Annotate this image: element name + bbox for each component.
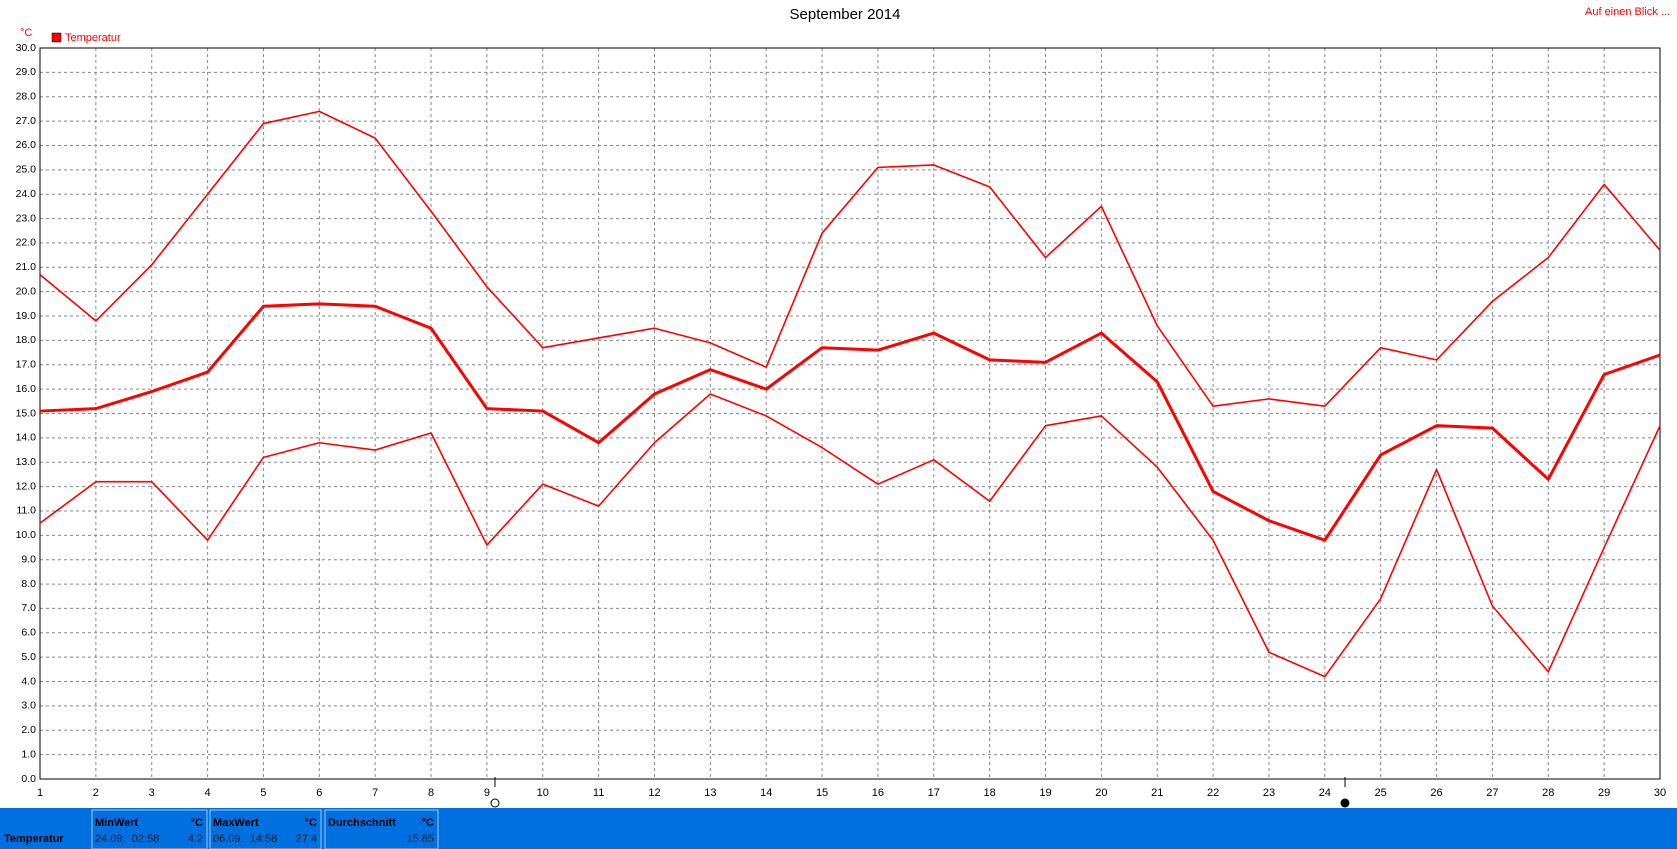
x-tick-label: 5 xyxy=(260,787,266,799)
x-tick-label: 10 xyxy=(537,787,549,799)
x-tick-label: 27 xyxy=(1486,787,1498,799)
x-tick-label: 18 xyxy=(984,787,996,799)
y-tick-label: 20.0 xyxy=(16,285,37,297)
x-tick-label: 11 xyxy=(593,787,604,799)
x-tick-label: 20 xyxy=(1095,787,1107,799)
y-tick-label: 27.0 xyxy=(16,115,37,127)
x-tick-label: 4 xyxy=(205,787,211,799)
x-tick-label: 7 xyxy=(372,787,378,799)
y-tick-label: 29.0 xyxy=(16,66,37,78)
series-line xyxy=(39,110,1661,407)
x-tick-label: 2 xyxy=(93,787,99,799)
y-tick-label: 16.0 xyxy=(16,383,37,395)
x-tick-label: 25 xyxy=(1375,787,1387,799)
y-tick-label: 15.0 xyxy=(16,407,37,419)
y-tick-label: 0.0 xyxy=(21,773,36,785)
series-line xyxy=(39,302,1661,542)
footer-cell xyxy=(91,809,208,849)
cell-title: MaxWert xyxy=(213,817,259,829)
y-tick-label: 13.0 xyxy=(16,456,37,468)
y-tick-label: 18.0 xyxy=(16,334,37,346)
y-tick-label: 10.0 xyxy=(16,529,37,541)
y-tick-label: 7.0 xyxy=(21,602,36,614)
footer: Temperatur MinWert °C 24.09. 02:58 4.2 MaxWer… xyxy=(4,809,439,849)
legend-swatch xyxy=(51,32,62,43)
link[interactable]: Auf einen Blick ... xyxy=(1585,6,1670,18)
footer-bar xyxy=(0,808,1677,849)
x-tick-label: 9 xyxy=(484,787,490,799)
x-tick-label: 14 xyxy=(760,787,772,799)
x-tick-label: 30 xyxy=(1654,787,1666,799)
y-tick-label: 19.0 xyxy=(16,310,37,322)
x-tick-label: 26 xyxy=(1430,787,1442,799)
x-tick-label: 29 xyxy=(1598,787,1610,799)
x-tick-label: 8 xyxy=(428,787,434,799)
cell-unit: °C xyxy=(191,817,203,829)
x-tick-label: 12 xyxy=(648,787,660,799)
footer-label: Temperatur xyxy=(4,833,64,845)
y-tick-label: 24.0 xyxy=(16,188,37,200)
footer-cell xyxy=(324,809,439,849)
y-tick-label: 6.0 xyxy=(21,627,36,639)
x-tick-label: 28 xyxy=(1542,787,1554,799)
y-tick-label: 22.0 xyxy=(16,237,37,249)
x-tick-label: 15 xyxy=(816,787,828,799)
x-tick-label: 6 xyxy=(316,787,322,799)
y-tick-label: 28.0 xyxy=(16,91,37,103)
y-tick-label: 2.0 xyxy=(21,724,36,736)
x-tick-label: 13 xyxy=(704,787,716,799)
y-tick-label: 30.0 xyxy=(16,42,37,54)
x-tick-label: 22 xyxy=(1207,787,1219,799)
plot-frame xyxy=(39,47,1661,780)
y-tick-label: 5.0 xyxy=(21,651,36,663)
y-tick-label: 8.0 xyxy=(21,578,36,590)
y-tick-label: 25.0 xyxy=(16,164,37,176)
y-tick-label: 9.0 xyxy=(21,553,36,565)
moon-full xyxy=(490,798,500,808)
moon-new xyxy=(1340,798,1350,808)
y-tick-label: 11.0 xyxy=(16,505,36,517)
cell-unit: °C xyxy=(422,817,434,829)
y-tick-label: 26.0 xyxy=(16,139,37,151)
chart-title: September 2014 xyxy=(790,6,901,23)
y-tick-label: 1.0 xyxy=(21,748,36,760)
series-line xyxy=(39,393,1661,678)
y-tick-label: 12.0 xyxy=(16,480,37,492)
footer-cell xyxy=(209,809,322,849)
y-tick-label: 4.0 xyxy=(21,675,36,687)
cell-title: Durchschnitt xyxy=(328,817,396,829)
x-tick-label: 19 xyxy=(1039,787,1051,799)
y-tick-label: 23.0 xyxy=(16,212,37,224)
cell-time: 06.09. 14:58 xyxy=(213,833,277,845)
cell-unit: °C xyxy=(305,817,317,829)
x-tick-label: 21 xyxy=(1151,787,1163,799)
y-tick-label: 14.0 xyxy=(16,432,37,444)
legend-label: Temperatur xyxy=(65,32,121,44)
cell-time: 24.09. 02:58 xyxy=(95,833,159,845)
cell-value: 27.4 xyxy=(296,833,317,845)
y-tick-label: 17.0 xyxy=(16,359,37,371)
x-tick-label: 3 xyxy=(149,787,155,799)
cell-title: MinWert xyxy=(95,817,139,829)
cell-value: 4.2 xyxy=(188,833,203,845)
x-tick-label: 24 xyxy=(1319,787,1331,799)
x-tick-label: 1 xyxy=(37,787,43,799)
y-unit: °C xyxy=(20,27,32,39)
x-tick-label: 16 xyxy=(872,787,884,799)
cell-value: 15.85 xyxy=(406,833,434,845)
y-tick-label: 21.0 xyxy=(16,261,37,273)
x-tick-label: 23 xyxy=(1263,787,1275,799)
y-tick-label: 3.0 xyxy=(21,700,36,712)
x-tick-label: 17 xyxy=(928,787,940,799)
